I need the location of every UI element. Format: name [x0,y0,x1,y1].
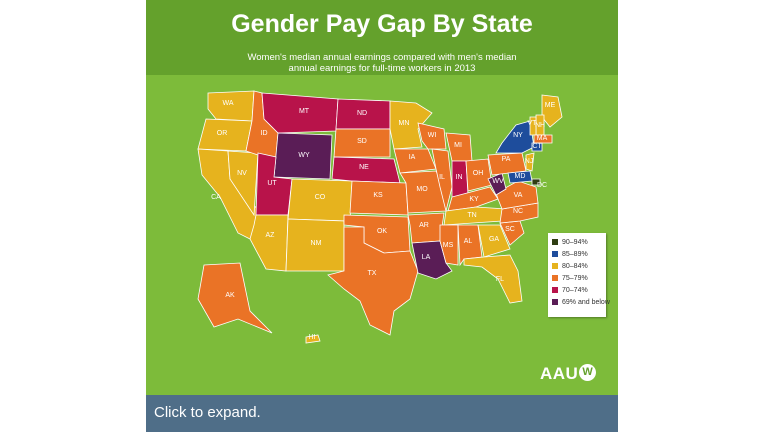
map-title: Gender Pay Gap By State [231,10,533,38]
state-label-tn: TN [467,212,476,219]
state-label-nd: ND [357,110,367,117]
legend-label: 80–84% [562,263,588,270]
state-label-wy: WY [298,152,310,159]
state-labels: WA OR CA NV ID MT WY UT AZ CO NM ND SD NE KS OK TX MN IA MO… [211,100,555,341]
legend-swatch [552,275,558,281]
state-label-nj: NJ [525,158,534,165]
state-label-vt: VT [528,120,538,127]
state-mt [261,92,339,134]
state-wv [487,172,507,196]
state-label-hi: HI [309,334,316,341]
state-label-nc: NC [513,208,523,215]
aauw-logo: AAU W [540,364,597,384]
state-label-nm: NM [311,240,322,247]
map-subtitle-line1: Women's median annual earnings compared … [247,52,517,63]
state-label-wi: WI [428,132,437,139]
state-nj [525,152,535,172]
state-label-ne: NE [359,164,369,171]
state-label-mo: MO [416,186,428,193]
expand-bar[interactable]: Click to expand. [146,395,618,432]
state-ga [477,224,511,258]
state-label-va: VA [514,192,523,199]
legend-swatch [552,263,558,269]
expand-link[interactable]: Click to expand. [154,404,261,421]
state-az [249,214,289,272]
state-label-fl: FL [496,276,504,283]
state-label-mi: MI [454,142,462,149]
state-label-ks: KS [373,192,383,199]
state-label-me: ME [545,102,556,109]
state-ct [531,142,543,152]
state-sd [333,128,391,158]
legend-label: 90–94% [562,239,588,246]
state-nv [227,150,259,217]
map-subtitle-line2: annual earnings for full-time workers in… [288,63,476,74]
infographic-card: Gender Pay Gap By State Women's median a… [146,0,618,432]
state-label-dc: DC [537,182,547,189]
state-ia [393,148,437,174]
state-label-oh: OH [473,170,484,177]
state-label-pa: PA [502,156,511,163]
logo-text: AAU [540,364,579,383]
logo-mark: W [579,364,597,381]
state-nm [285,218,345,272]
state-label-ky: KY [469,196,479,203]
state-ak [197,262,273,334]
us-states-map: WA OR CA NV ID MT WY UT AZ CO NM ND SD NE KS OK TX MN IA MO… [197,90,563,344]
state-label-id: ID [261,130,268,137]
state-fl [463,254,523,304]
legend-label: 85–89% [562,251,588,258]
legend-swatch [552,239,558,245]
state-label-ma: MA [537,135,548,142]
state-label-mn: MN [399,120,410,127]
state-label-in: IN [456,174,463,181]
state-label-ak: AK [225,292,235,299]
state-mn [389,100,433,150]
state-label-nv: NV [237,170,247,177]
legend-swatch [552,287,558,293]
state-me [541,94,563,128]
state-label-al: AL [464,238,473,245]
state-label-or: OR [217,130,228,137]
state-label-wv: WV [492,178,504,185]
state-tx [327,226,419,336]
state-label-ok: OK [377,228,387,235]
state-label-tx: TX [368,270,377,277]
state-label-ar: AR [419,222,429,229]
state-label-sd: SD [357,138,367,145]
state-label-ny: NY [513,132,523,139]
state-label-ut: UT [267,180,277,187]
state-label-sc: SC [505,226,515,233]
legend-label: 70–74% [562,287,588,294]
state-label-ms: MS [443,242,454,249]
state-ms [439,224,459,266]
legend-swatch [552,251,558,257]
state-wi [417,122,447,150]
state-label-az: AZ [266,232,276,239]
state-label-nh: NH [535,122,545,129]
state-shapes [197,90,563,344]
legend-swatch [552,299,558,305]
state-label-md: MD [515,173,526,180]
state-label-ga: GA [489,236,499,243]
state-label-co: CO [315,194,326,201]
state-hi [305,334,321,344]
legend-label: 69% and below [562,299,610,306]
title-banner: Gender Pay Gap By State Women's median a… [146,0,618,75]
legend-label: 75–79% [562,275,588,282]
state-label-ct: CT [532,143,542,150]
legend: 90–94% 85–89% 80–84% 75–79% 70–74% 69% and be… [548,233,610,317]
state-label-il: IL [439,174,445,181]
state-label-mt: MT [299,108,310,115]
state-dc [531,178,541,186]
state-ma [533,134,553,144]
state-label-la: LA [422,254,431,261]
state-ky [447,186,499,212]
state-label-ca: CA [211,194,221,201]
state-label-ia: IA [409,154,416,161]
state-label-wa: WA [222,100,233,107]
